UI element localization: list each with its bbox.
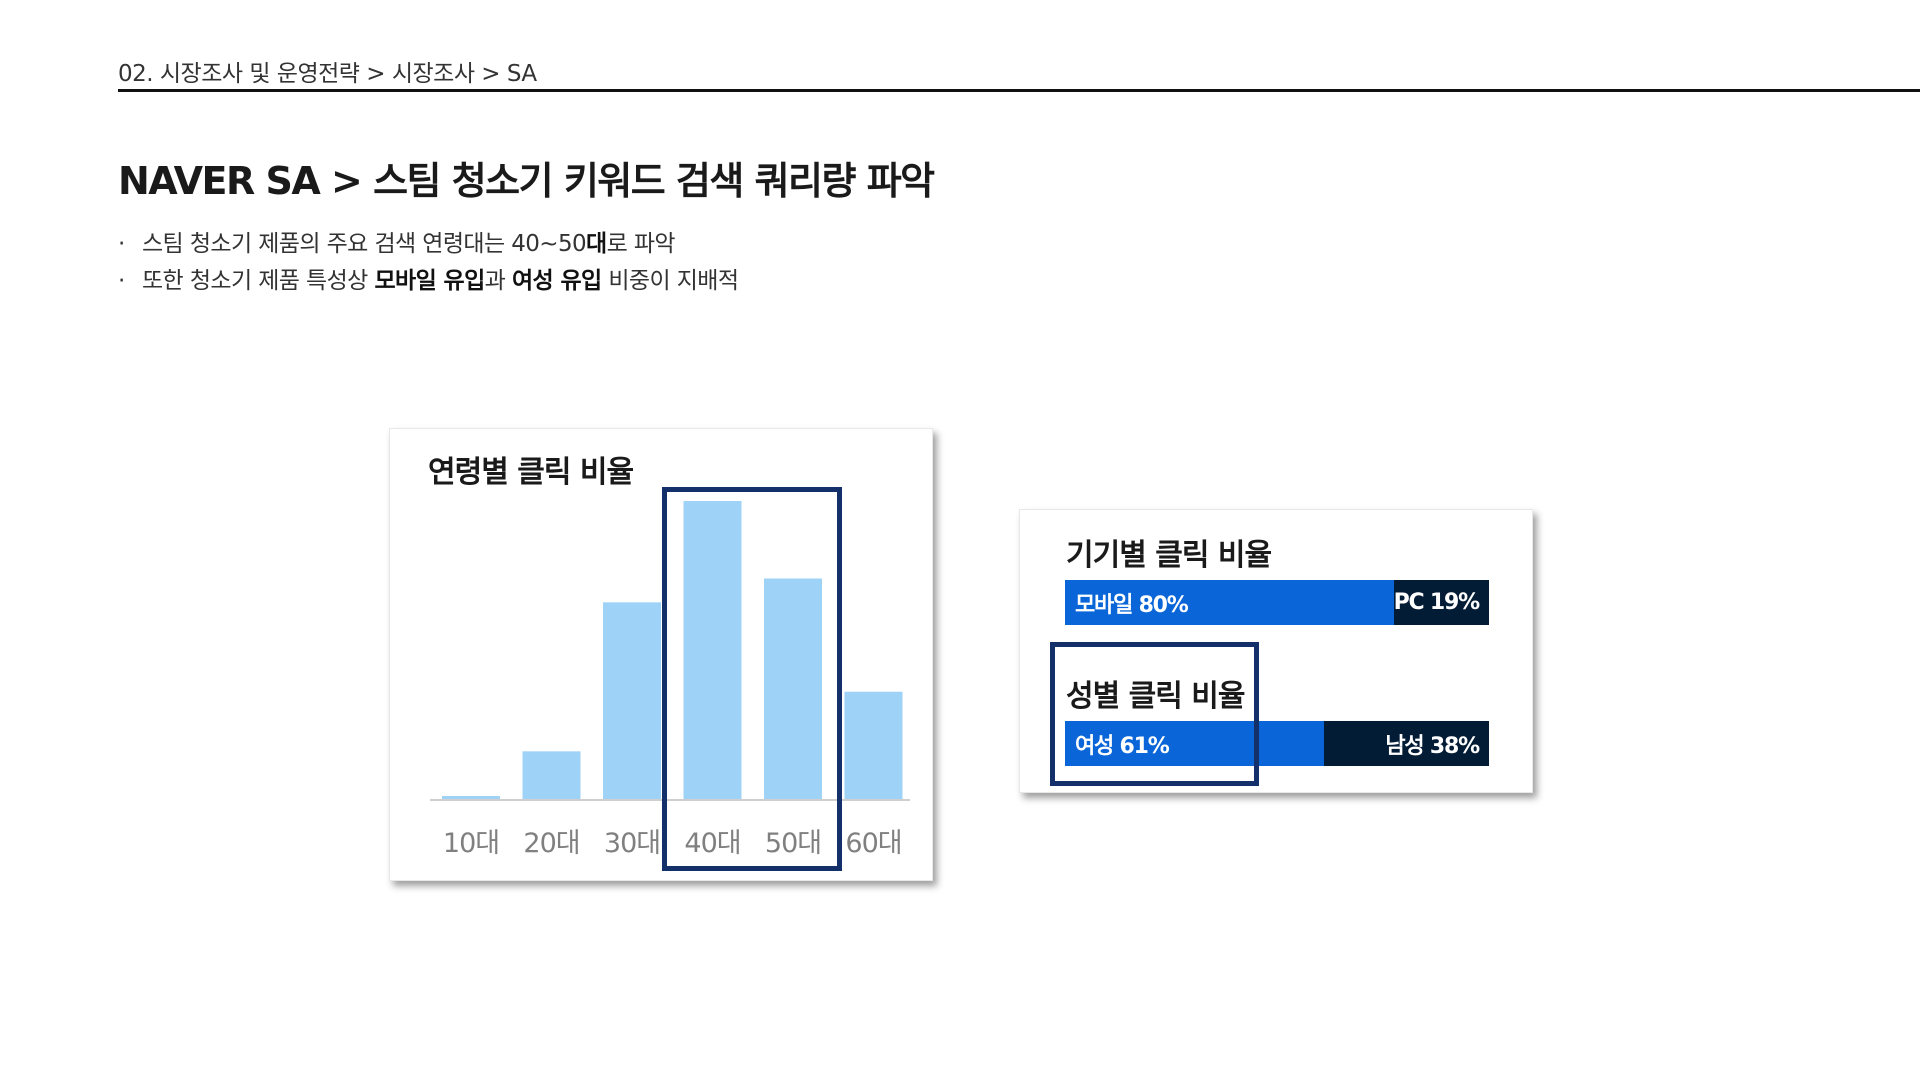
- x-tick-label: 30대: [604, 828, 660, 859]
- bullet-text: 스팀 청소기 제품의 주요 검색 연령대는 40~50: [142, 231, 587, 257]
- x-tick-label: 10대: [443, 828, 499, 859]
- share-label: PC 19%: [1393, 590, 1481, 615]
- share-segment-모바일: 모바일 80%: [1065, 580, 1394, 625]
- age-chart-title: 연령별 클릭 비율: [428, 455, 634, 490]
- bullet-text: 과: [484, 268, 512, 294]
- gender-share-bar: 여성 61% 남성 38%: [1065, 721, 1489, 766]
- age-bar-20대: [522, 751, 581, 799]
- share-segment-남성: 남성 38%: [1323, 721, 1489, 766]
- bullet-text: 또한 청소기 제품 특성상: [142, 268, 375, 294]
- bullet-item: · 또한 청소기 제품 특성상 모바일 유입과 여성 유입 비중이 지배적: [118, 263, 739, 300]
- bullet-emphasis: 모바일 유입: [374, 268, 485, 294]
- device-gender-card: 기기별 클릭 비율 모바일 80% PC 19% 성별 클릭 비율 여성 61% 남…: [1019, 509, 1533, 793]
- gender-highlight-box: [1050, 642, 1259, 786]
- age-bar-60대: [844, 691, 903, 799]
- bullet-emphasis: 여성 유입: [511, 268, 602, 294]
- age-bar-30대: [603, 602, 661, 799]
- age-bar-50대: [764, 578, 822, 799]
- share-label: 모바일 80%: [1075, 592, 1189, 618]
- page-title: NAVER SA > 스팀 청소기 키워드 검색 쿼리량 파악: [118, 159, 935, 203]
- age-bar-40대: [683, 501, 742, 799]
- bullet-text: 비중이 지배적: [601, 268, 739, 294]
- header-rule: [118, 89, 1920, 92]
- x-tick-label: 50대: [765, 828, 821, 859]
- age-chart-card: 연령별 클릭 비율 10대 20대 30대 40대 50대 60대: [389, 428, 933, 881]
- share-label: 여성 61%: [1075, 733, 1170, 759]
- bullet-item: · 스팀 청소기 제품의 주요 검색 연령대는 40~50대로 파악: [118, 226, 738, 263]
- x-tick-label: 20대: [523, 828, 579, 859]
- age-bar-10대: [442, 796, 500, 799]
- bullet-list: · 스팀 청소기 제품의 주요 검색 연령대는 40~50대로 파악 · 또한 청소기…: [118, 226, 739, 300]
- age-bar-chart: 10대 20대 30대 40대 50대 60대: [430, 501, 910, 859]
- device-chart-title: 기기별 클릭 비율: [1066, 538, 1272, 573]
- breadcrumb: 02. 시장조사 및 운영전략 > 시장조사 > SA: [118, 61, 537, 87]
- device-share-bar: 모바일 80% PC 19%: [1065, 580, 1489, 625]
- x-tick-label: 60대: [845, 828, 901, 859]
- age-highlight-box: [662, 487, 842, 871]
- share-label: 남성 38%: [1385, 733, 1480, 759]
- x-tick-label: 40대: [684, 828, 740, 859]
- bullet-marker: ·: [118, 231, 125, 257]
- share-segment-PC: PC 19%: [1393, 580, 1489, 625]
- bullet-emphasis: 대: [586, 231, 607, 257]
- share-segment-여성: 여성 61%: [1065, 721, 1324, 766]
- bullet-marker: ·: [118, 268, 125, 294]
- gender-chart-title: 성별 클릭 비율: [1066, 679, 1245, 714]
- bullet-text: 로 파악: [606, 231, 676, 257]
